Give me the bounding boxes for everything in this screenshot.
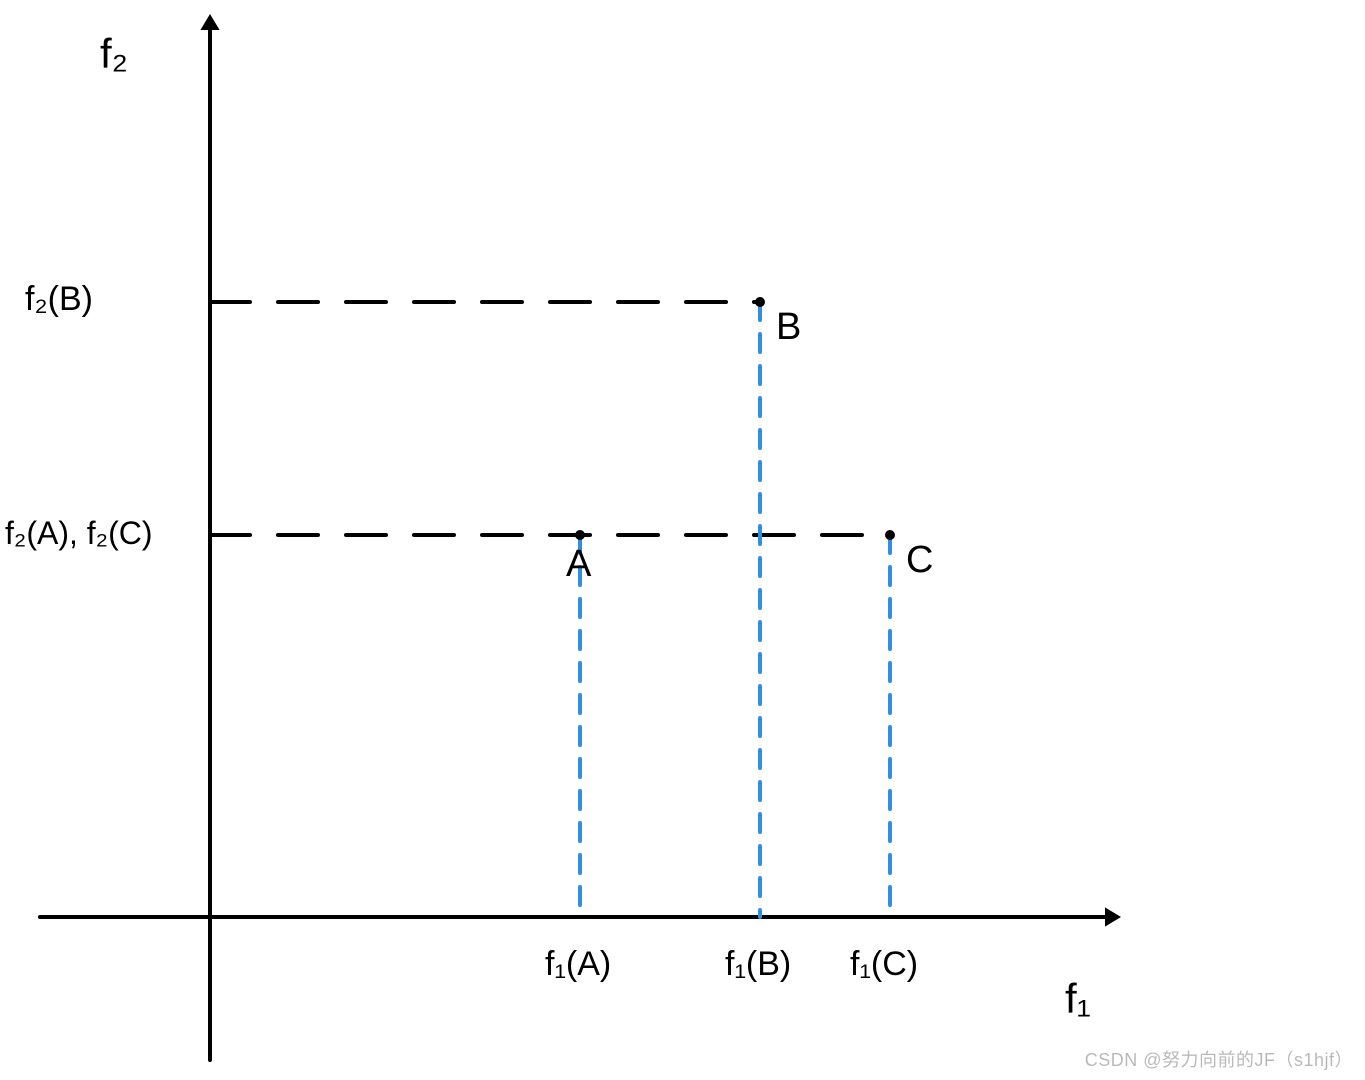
point-label-B: B bbox=[776, 306, 801, 349]
point-label-C: C bbox=[906, 539, 933, 582]
x-tick-f1b: f₁(B) bbox=[725, 945, 791, 984]
watermark: CSDN @努力向前的JF（s1hjf） bbox=[1085, 1046, 1353, 1072]
diagram-stage: f₂ f₁ f₂(B) f₂(A), f₂(C) f₁(A) f₁(B) f₁(… bbox=[0, 0, 1365, 1080]
x-tick-f1c: f₁(C) bbox=[850, 945, 918, 984]
point-label-A: A bbox=[566, 543, 591, 586]
plot-svg bbox=[0, 0, 1365, 1080]
y-tick-f2b: f₂(B) bbox=[25, 280, 93, 319]
x-axis-label: f₁ bbox=[1065, 975, 1091, 1023]
y-axis-label: f₂ bbox=[100, 30, 128, 78]
y-tick-f2a-f2c: f₂(A), f₂(C) bbox=[5, 515, 152, 552]
x-tick-f1a: f₁(A) bbox=[545, 945, 611, 984]
